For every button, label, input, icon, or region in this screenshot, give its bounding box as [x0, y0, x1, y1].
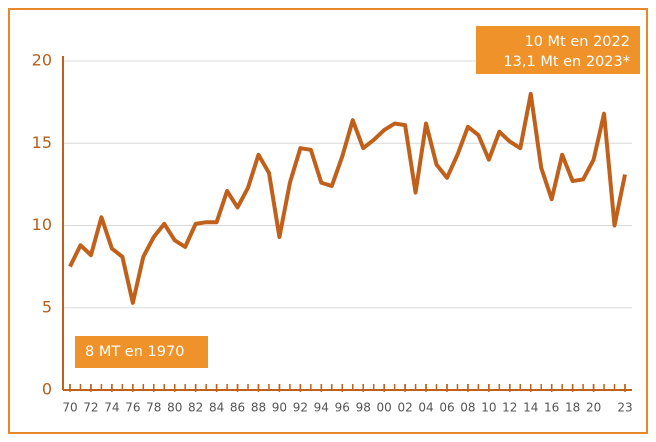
x-tick-label: 76 — [125, 401, 140, 415]
x-tick-label: 18 — [565, 401, 580, 415]
annotation: 13,1 Mt en 2023* — [503, 54, 630, 70]
annotation: 8 MT en 1970 — [85, 344, 184, 360]
x-tick-label: 23 — [617, 401, 632, 415]
x-tick-label: 74 — [104, 401, 119, 415]
x-tick-label: 80 — [167, 401, 182, 415]
x-tick-label: 10 — [481, 401, 496, 415]
x-tick-label: 00 — [377, 401, 392, 415]
x-tick-label: 12 — [502, 401, 517, 415]
x-tick-label: 20 — [586, 401, 601, 415]
x-tick-label: 14 — [523, 401, 538, 415]
y-tick-label: 0 — [42, 380, 52, 399]
x-tick-label: 82 — [188, 401, 203, 415]
x-tick-label: 98 — [356, 401, 371, 415]
x-tick-label: 04 — [418, 401, 433, 415]
x-tick-label: 90 — [272, 401, 287, 415]
x-tick-label: 78 — [146, 401, 161, 415]
y-tick-label: 10 — [32, 215, 52, 234]
frame — [8, 8, 648, 434]
x-tick-label: 16 — [544, 401, 559, 415]
x-tick-label: 72 — [83, 401, 98, 415]
x-tick-label: 70 — [62, 401, 77, 415]
y-tick-label: 5 — [42, 297, 52, 316]
x-tick-label: 06 — [439, 401, 454, 415]
x-tick-label: 08 — [460, 401, 475, 415]
x-tick-label: 88 — [251, 401, 266, 415]
x-tick-label: 96 — [335, 401, 350, 415]
x-tick-label: 84 — [209, 401, 224, 415]
annotation-box — [75, 336, 208, 368]
data-line — [68, 91, 627, 305]
x-tick-label: 94 — [314, 401, 329, 415]
y-tick-label: 15 — [32, 133, 52, 152]
x-tick-label: 92 — [293, 401, 308, 415]
x-tick-label: 86 — [230, 401, 245, 415]
x-tick-label: 02 — [397, 401, 412, 415]
annotation-box — [476, 26, 640, 74]
annotation: 10 Mt en 2022 — [525, 34, 631, 50]
y-tick-label: 20 — [32, 51, 52, 70]
